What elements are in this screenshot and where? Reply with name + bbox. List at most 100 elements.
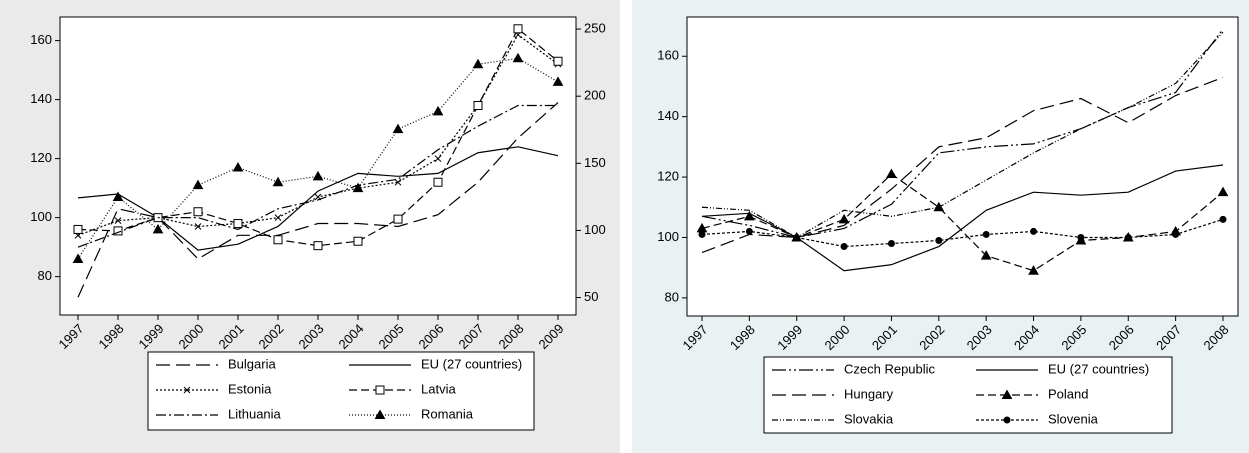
marker: [1077, 233, 1085, 241]
y-tick-label: 160: [30, 32, 52, 47]
y-tick-label: 140: [30, 91, 52, 106]
marker: [232, 161, 244, 172]
marker: [113, 226, 123, 236]
y-tick-label: 120: [30, 150, 52, 165]
legend-label: EU (27 countries): [1048, 361, 1149, 376]
legend-label: Hungary: [844, 386, 894, 401]
marker: [1217, 186, 1229, 197]
plot-area: [59, 16, 577, 316]
marker: [838, 213, 850, 224]
legend-label: Latvia: [421, 381, 456, 396]
marker: [313, 241, 323, 251]
legend-box: [147, 351, 535, 431]
y-tick-label: 140: [657, 108, 679, 123]
series-line: [77, 104, 558, 248]
marker: [552, 76, 564, 86]
marker: [352, 182, 364, 193]
legend-item: Estonia: [156, 381, 272, 396]
marker: [233, 219, 243, 229]
legend-label: Poland: [1048, 386, 1088, 401]
marker: [1219, 215, 1227, 223]
legend-label: Slovenia: [1048, 411, 1099, 426]
legend-label: Czech Republic: [844, 361, 936, 376]
legend-label: Lithuania: [228, 406, 282, 421]
plot-area: [686, 16, 1239, 317]
marker: [374, 409, 386, 419]
marker: [472, 58, 484, 69]
y-tick-label: 120: [657, 169, 679, 184]
y-tick-label: 80: [665, 289, 679, 304]
marker: [1124, 233, 1132, 241]
series-line: [701, 31, 1224, 239]
marker: [887, 240, 895, 248]
series-line: [701, 28, 1224, 239]
legend-item: Slovenia: [976, 411, 1099, 426]
y2-tick-label: 150: [584, 155, 606, 170]
marker: [193, 207, 203, 217]
legend-item: EU (27 countries): [349, 356, 522, 371]
y2-tick-label: 100: [584, 222, 606, 237]
marker: [840, 243, 848, 251]
legend-label: Slovakia: [844, 411, 894, 426]
marker: [513, 24, 523, 34]
legend-label: Romania: [421, 406, 474, 421]
legend-item: Hungary: [772, 386, 894, 401]
y-tick-label: 80: [38, 268, 52, 283]
series-line: [701, 218, 1224, 248]
legend-item: Slovakia: [772, 411, 894, 426]
marker: [312, 170, 324, 181]
y-tick-label: 100: [657, 229, 679, 244]
marker: [432, 105, 444, 116]
legend-label: EU (27 countries): [421, 356, 522, 371]
marker: [935, 236, 943, 244]
legend-item: Poland: [976, 386, 1088, 401]
marker: [1003, 416, 1011, 424]
marker: [1172, 230, 1180, 238]
legend-item: Czech Republic: [772, 361, 936, 376]
marker: [434, 155, 442, 162]
marker: [392, 123, 404, 134]
legend-item: EU (27 countries): [976, 361, 1149, 376]
marker: [433, 177, 443, 187]
y2-tick-label: 250: [584, 21, 606, 36]
marker: [744, 210, 755, 221]
legend-item: Romania: [349, 406, 474, 421]
marker: [793, 233, 801, 241]
marker: [72, 253, 84, 263]
marker: [980, 250, 992, 260]
marker: [745, 227, 753, 235]
marker: [73, 224, 83, 234]
series-line: [77, 102, 559, 298]
legend-label: Bulgaria: [228, 356, 276, 371]
marker: [274, 214, 282, 221]
legend-label: Estonia: [228, 381, 272, 396]
marker: [886, 168, 897, 179]
marker: [272, 176, 284, 187]
marker: [553, 56, 563, 66]
legend-item: Lithuania: [156, 406, 282, 421]
y-tick-label: 100: [30, 209, 52, 224]
marker: [375, 385, 385, 395]
legend-item: Bulgaria: [156, 356, 276, 371]
marker: [273, 235, 283, 245]
marker: [698, 230, 706, 238]
marker: [473, 101, 483, 111]
marker: [114, 217, 122, 224]
marker: [112, 191, 124, 201]
y-tick-label: 160: [657, 48, 679, 63]
marker: [1028, 265, 1039, 275]
marker: [512, 52, 524, 63]
marker: [353, 236, 363, 246]
y2-tick-label: 50: [584, 289, 598, 304]
marker: [192, 179, 204, 190]
marker: [394, 178, 402, 186]
marker: [1001, 389, 1013, 399]
y2-tick-label: 200: [584, 88, 606, 103]
marker: [393, 214, 403, 224]
marker: [1030, 227, 1038, 235]
marker: [194, 223, 202, 230]
marker: [183, 386, 191, 394]
